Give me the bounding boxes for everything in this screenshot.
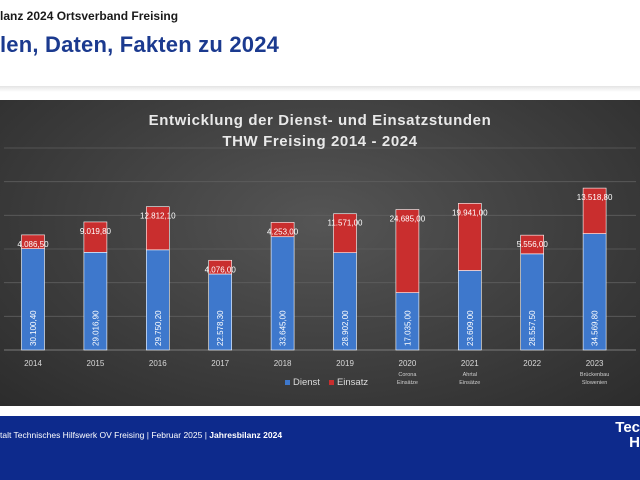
data-label-einsatz-2022: 5.556,00: [517, 240, 549, 249]
bar-einsatz-2021: [457, 203, 482, 271]
legend-dienst-marker: [285, 379, 290, 385]
bar-einsatz-2017: [208, 259, 232, 275]
x-tick-label-2023: 2023: [586, 359, 604, 368]
chart-legend: Dienst Einsatz: [285, 377, 368, 388]
stacked-bar-chart: 30.100,40 4.086,50 2014 29.016,90 9.019,80 20…: [4, 147, 636, 386]
chart-title-line2: THW Freising 2014 - 2024: [222, 133, 418, 150]
x-tick-label-2022: 2022: [523, 359, 541, 368]
data-label-einsatz-2015: 9.019,80: [80, 227, 112, 236]
legend-einsatz-label: Einsatz: [336, 377, 369, 388]
footer-text-bold: Jahresbilanz 2024: [209, 430, 283, 440]
page-title: len, Daten, Fakten zu 2024: [0, 32, 280, 57]
legend-einsatz-marker: [328, 379, 334, 385]
data-label-dienst-2022: 28.557,50: [528, 310, 537, 346]
bar-einsatz-2019: [333, 213, 357, 253]
bar-einsatz-2014: [21, 234, 45, 249]
x-tick-label-2015: 2015: [87, 359, 105, 368]
x-tick-note-2020: Einsätze: [397, 380, 418, 386]
data-label-einsatz-2023: 13.518,80: [577, 193, 613, 202]
thw-logo-text: Tec H: [615, 420, 640, 450]
x-tick-label-2018: 2018: [274, 359, 292, 368]
x-tick-note-2023: Slowenien: [582, 380, 607, 386]
x-tick-note-2020: Corona: [398, 372, 417, 378]
data-label-einsatz-2018: 4.253,00: [267, 227, 299, 236]
bar-einsatz-2015: [83, 221, 108, 253]
x-tick-label-2014: 2014: [24, 359, 42, 368]
data-label-dienst-2014: 30.100,40: [29, 310, 38, 346]
data-label-einsatz-2020: 24.685,00: [390, 215, 426, 224]
data-label-dienst-2020: 17.035,00: [403, 310, 412, 346]
data-label-einsatz-2019: 11.571,00: [328, 219, 364, 228]
data-label-dienst-2023: 34.569,80: [591, 310, 600, 346]
data-label-einsatz-2014: 4.086,50: [17, 240, 49, 249]
bar-einsatz-2018: [270, 222, 295, 238]
chart-panel: 30.100,40 4.086,50 2014 29.016,90 9.019,80 20…: [0, 100, 640, 406]
data-label-einsatz-2017: 4.076,00: [205, 265, 237, 274]
x-tick-label-2016: 2016: [149, 359, 167, 368]
data-label-dienst-2018: 33.645,00: [279, 310, 288, 346]
x-tick-label-2017: 2017: [211, 359, 229, 368]
data-label-einsatz-2021: 19.941,00: [452, 208, 488, 217]
footer-text-main: talt Technisches Hilfswerk OV Freising |…: [0, 430, 210, 440]
x-tick-note-2021: Einsätze: [459, 380, 480, 386]
x-tick-note-2023: Brückenbau: [580, 372, 609, 378]
footer-bar: talt Technisches Hilfswerk OV Freising |…: [0, 416, 640, 480]
bar-einsatz-2023: [582, 187, 607, 234]
logo-line1: Tec: [615, 419, 640, 436]
header-divider: [0, 86, 640, 92]
footer-text: talt Technisches Hilfswerk OV Freising |…: [0, 430, 282, 440]
data-label-dienst-2021: 23.609,00: [466, 310, 475, 346]
header-subtitle: lanz 2024 Ortsverband Freising: [0, 9, 179, 23]
data-label-dienst-2019: 28.902,00: [341, 310, 350, 346]
x-tick-label-2021: 2021: [461, 359, 479, 368]
x-tick-note-2021: Ahrtal: [463, 372, 477, 378]
data-label-dienst-2015: 29.016,90: [91, 310, 100, 346]
legend-dienst-label: Dienst: [293, 377, 320, 388]
data-label-einsatz-2016: 12.812,10: [140, 212, 176, 221]
bar-einsatz-2020: [395, 209, 420, 293]
bar-einsatz-2022: [520, 234, 545, 255]
logo-line2: H: [629, 434, 640, 451]
chart-title-line1: Entwicklung der Dienst- und Einsatzstund…: [148, 112, 492, 129]
data-label-dienst-2016: 29.750,20: [154, 310, 163, 346]
x-tick-label-2019: 2019: [336, 359, 354, 368]
bar-einsatz-2016: [146, 206, 170, 251]
chart-title: Entwicklung der Dienst- und Einsatzstund…: [0, 110, 640, 152]
x-tick-label-2020: 2020: [399, 359, 417, 368]
data-label-dienst-2017: 22.578,30: [216, 310, 225, 346]
